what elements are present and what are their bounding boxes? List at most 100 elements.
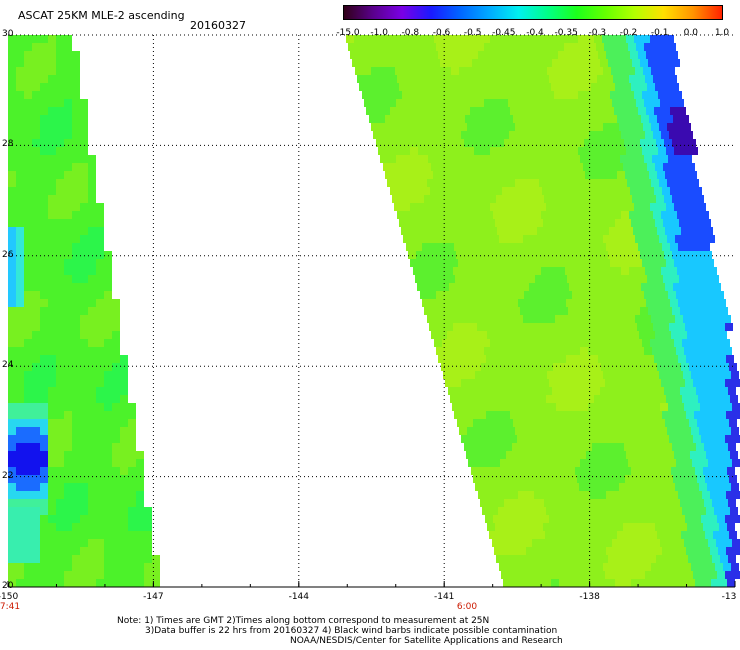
wind-cell: [24, 299, 32, 307]
wind-cell: [96, 299, 104, 307]
wind-cell: [496, 139, 504, 147]
wind-cell: [487, 163, 495, 171]
wind-cell: [712, 387, 720, 395]
wind-cell: [654, 51, 662, 59]
wind-cell: [695, 275, 703, 283]
wind-cell: [471, 467, 479, 475]
wind-cell: [532, 347, 540, 355]
wind-cell: [613, 211, 621, 219]
wind-cell: [649, 171, 657, 179]
wind-cell: [595, 563, 603, 571]
wind-cell: [525, 211, 533, 219]
wind-cell: [64, 563, 72, 571]
wind-cell: [692, 459, 700, 467]
wind-cell: [474, 395, 482, 403]
wind-cell: [641, 363, 649, 371]
wind-cell: [485, 435, 493, 443]
wind-cell: [664, 555, 672, 563]
wind-cell: [32, 331, 40, 339]
wind-cell: [443, 315, 451, 323]
wind-cell: [488, 443, 496, 451]
wind-cell: [703, 331, 711, 339]
wind-cell: [690, 203, 698, 211]
wind-cell: [566, 547, 574, 555]
wind-cell: [704, 555, 712, 563]
wind-cell: [665, 171, 673, 179]
wind-cell: [461, 211, 469, 219]
wind-cell: [72, 499, 80, 507]
wind-cell: [734, 491, 740, 499]
wind-cell: [484, 347, 492, 355]
wind-cell: [432, 307, 440, 315]
wind-cell: [453, 379, 461, 387]
wind-cell: [555, 483, 563, 491]
wind-cell: [671, 467, 679, 475]
wind-cell: [653, 571, 661, 579]
wind-cell: [702, 411, 710, 419]
wind-cell: [576, 59, 584, 67]
wind-cell: [409, 171, 417, 179]
wind-cell: [679, 163, 687, 171]
wind-cell: [519, 331, 527, 339]
wind-cell: [40, 515, 48, 523]
wind-cell: [574, 355, 582, 363]
wind-cell: [536, 387, 544, 395]
wind-cell: [72, 243, 80, 251]
wind-cell: [96, 339, 104, 347]
wind-cell: [64, 59, 72, 67]
wind-cell: [557, 515, 565, 523]
wind-cell: [435, 179, 443, 187]
wind-cell: [647, 523, 655, 531]
wind-cell: [356, 43, 364, 51]
wind-cell: [694, 243, 702, 251]
wind-cell: [380, 43, 388, 51]
latitude-label: 20: [2, 581, 14, 591]
wind-cell: [8, 107, 16, 115]
wind-cell: [450, 259, 458, 267]
wind-cell: [32, 475, 40, 483]
wind-cell: [603, 483, 611, 491]
wind-cell: [48, 51, 56, 59]
wind-cell: [634, 203, 642, 211]
wind-cell: [645, 515, 653, 523]
wind-cell: [621, 267, 629, 275]
wind-cell: [112, 387, 120, 395]
wind-cell: [521, 475, 529, 483]
wind-cell: [72, 531, 80, 539]
wind-cell: [728, 555, 736, 563]
wind-cell: [597, 379, 605, 387]
wind-cell: [587, 483, 595, 491]
wind-cell: [32, 147, 40, 155]
wind-cell: [649, 531, 657, 539]
wind-cell: [96, 355, 104, 363]
color-scale-tick-label: -0.1: [650, 28, 669, 38]
wind-cell: [24, 259, 32, 267]
wind-cell: [630, 51, 638, 59]
wind-cell: [537, 115, 545, 123]
wind-cell: [532, 459, 540, 467]
wind-cell: [407, 219, 415, 227]
wind-cell: [502, 411, 510, 419]
latitude-label: 24: [2, 360, 14, 371]
wind-cell: [588, 459, 596, 467]
wind-cell: [502, 355, 510, 363]
wind-cell: [542, 355, 550, 363]
wind-cell: [144, 539, 152, 547]
wind-cell: [136, 523, 144, 531]
wind-cell: [32, 395, 40, 403]
wind-cell: [521, 531, 529, 539]
wind-cell: [40, 179, 48, 187]
wind-cell: [618, 203, 626, 211]
wind-cell: [625, 227, 633, 235]
wind-cell: [644, 459, 652, 467]
wind-cell: [685, 379, 693, 387]
wind-cell: [582, 355, 590, 363]
wind-cell: [531, 235, 539, 243]
wind-cell: [688, 555, 696, 563]
wind-cell: [32, 51, 40, 59]
wind-cell: [32, 139, 40, 147]
wind-cell: [450, 35, 458, 43]
wind-cell: [502, 299, 510, 307]
wind-cell: [500, 403, 508, 411]
wind-cell: [552, 139, 560, 147]
